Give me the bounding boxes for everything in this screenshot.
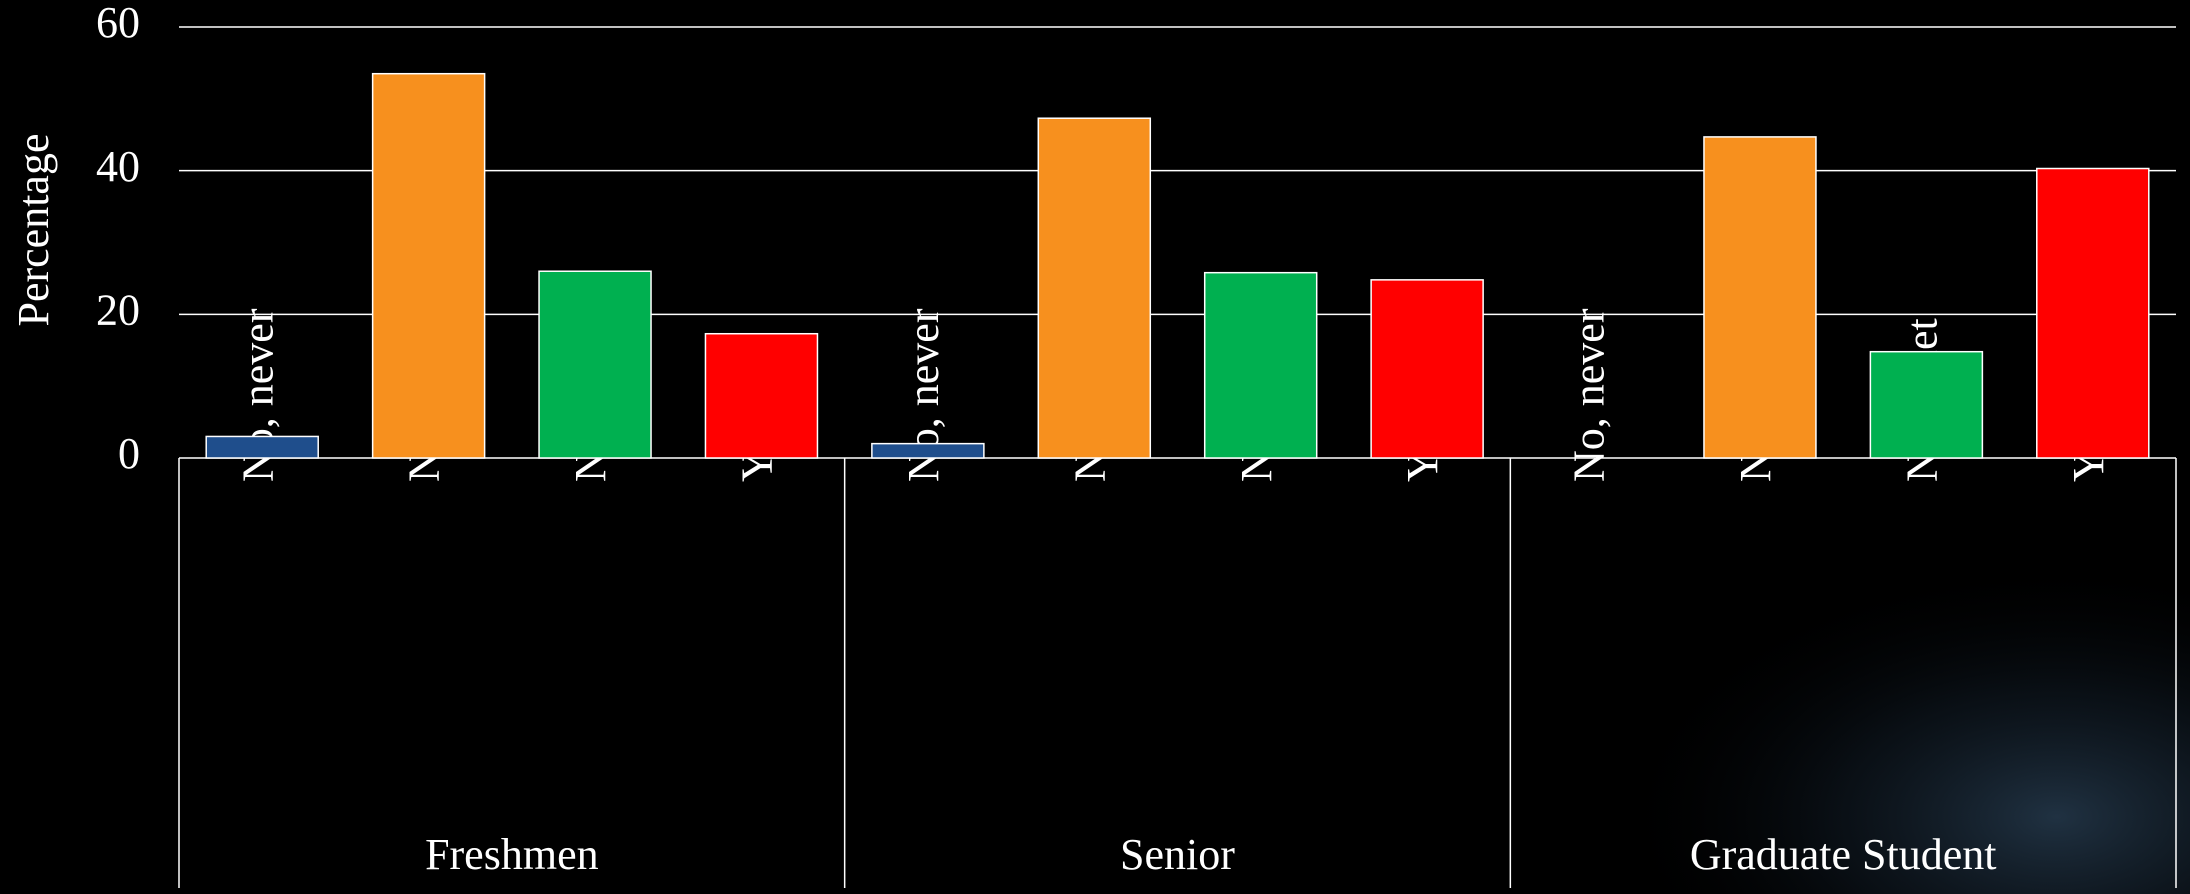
bar bbox=[205, 435, 319, 459]
y-tick-label: 0 bbox=[118, 429, 140, 478]
bar bbox=[371, 72, 486, 459]
y-tick-label: 40 bbox=[96, 142, 140, 191]
bar bbox=[871, 442, 985, 459]
bar bbox=[1203, 271, 1318, 459]
bar bbox=[1869, 350, 1984, 459]
bar bbox=[1703, 136, 1817, 459]
bar bbox=[538, 270, 652, 459]
y-axis-title: Percentage bbox=[9, 134, 58, 327]
bar bbox=[1037, 117, 1152, 459]
y-tick-label: 60 bbox=[96, 0, 140, 47]
bar bbox=[1370, 279, 1484, 459]
background-decoration bbox=[1300, 380, 2190, 894]
bar bbox=[2036, 167, 2150, 459]
group-label: Graduate Student bbox=[1690, 830, 1997, 879]
group-label: Senior bbox=[1120, 830, 1235, 879]
group-label: Freshmen bbox=[425, 830, 599, 879]
y-tick-label: 20 bbox=[96, 285, 140, 334]
x-tick-label: No, never bbox=[1565, 308, 1614, 482]
bar bbox=[704, 332, 819, 459]
